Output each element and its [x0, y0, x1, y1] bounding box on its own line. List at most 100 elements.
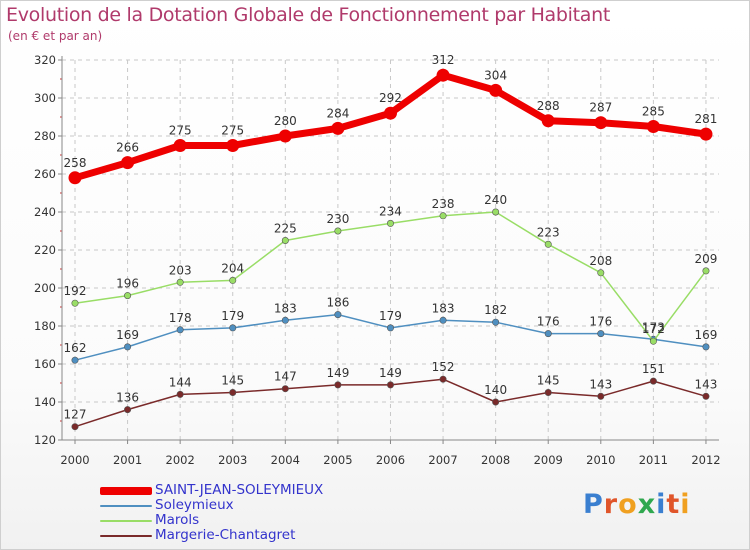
x-tick-label: 2000 — [60, 453, 89, 467]
point-saint-jean-soleymieux — [121, 156, 135, 170]
logo-letter: x — [637, 489, 657, 520]
x-tick-label: 2003 — [218, 453, 247, 467]
chart-title: Evolution de la Dotation Globale de Fonc… — [6, 4, 611, 26]
x-tick-label: 2002 — [166, 453, 195, 467]
x-tick-label: 2011 — [639, 453, 668, 467]
point-marols — [597, 269, 605, 277]
point-marols — [649, 337, 657, 345]
data-label-marols: 223 — [537, 225, 560, 239]
data-label-margerie-chantagret: 143 — [589, 377, 612, 391]
point-soleymieux — [544, 330, 552, 338]
data-label-margerie-chantagret: 145 — [221, 374, 244, 388]
point-soleymieux — [334, 311, 342, 319]
data-label-saint-jean-soleymieux: 292 — [379, 91, 402, 105]
x-tick-label: 2006 — [376, 453, 405, 467]
data-label-soleymieux: 183 — [274, 301, 297, 315]
point-margerie-chantagret — [281, 385, 289, 393]
legend-label: Marols — [155, 512, 200, 528]
legend-label: Margerie-Chantagret — [155, 527, 296, 543]
data-label-margerie-chantagret: 143 — [695, 377, 718, 391]
data-label-saint-jean-soleymieux: 288 — [537, 99, 560, 113]
point-marols — [281, 237, 289, 245]
point-saint-jean-soleymieux — [383, 106, 397, 120]
logo-letter: i — [680, 489, 691, 520]
data-label-margerie-chantagret: 140 — [484, 383, 507, 397]
data-label-saint-jean-soleymieux: 287 — [589, 101, 612, 115]
data-label-soleymieux: 183 — [432, 301, 455, 315]
data-label-saint-jean-soleymieux: 285 — [642, 105, 665, 119]
y-tick-label: 140 — [34, 395, 56, 409]
point-margerie-chantagret — [334, 381, 342, 389]
data-label-margerie-chantagret: 136 — [116, 391, 139, 405]
data-label-marols: 234 — [379, 204, 402, 218]
y-tick-label: 260 — [34, 167, 56, 181]
legend-label: SAINT-JEAN-SOLEYMIEUX — [155, 482, 324, 498]
point-saint-jean-soleymieux — [541, 114, 555, 128]
data-label-marols: 172 — [642, 322, 665, 336]
point-marols — [71, 299, 79, 307]
data-label-soleymieux: 179 — [379, 309, 402, 323]
point-margerie-chantagret — [649, 377, 657, 385]
data-label-soleymieux: 176 — [537, 315, 560, 329]
y-tick-label: 200 — [34, 281, 56, 295]
y-tick-label: 300 — [34, 91, 56, 105]
x-tick-label: 2012 — [691, 453, 720, 467]
data-label-soleymieux: 186 — [326, 296, 349, 310]
data-label-soleymieux: 169 — [116, 328, 139, 342]
point-margerie-chantagret — [124, 406, 132, 414]
logo-letter: r — [603, 489, 619, 520]
logo-letter: i — [656, 489, 667, 520]
data-label-margerie-chantagret: 149 — [326, 366, 349, 380]
point-marols — [176, 278, 184, 286]
legend-swatch — [100, 520, 152, 522]
data-label-marols: 225 — [274, 222, 297, 236]
legend-swatch — [100, 487, 152, 495]
point-soleymieux — [281, 316, 289, 324]
point-marols — [702, 267, 710, 275]
data-label-saint-jean-soleymieux: 280 — [274, 114, 297, 128]
point-marols — [439, 212, 447, 220]
data-label-margerie-chantagret: 145 — [537, 374, 560, 388]
proxiti-logo: Proxiti — [583, 489, 691, 520]
point-marols — [229, 276, 237, 284]
data-label-saint-jean-soleymieux: 281 — [695, 112, 718, 126]
point-saint-jean-soleymieux — [331, 121, 345, 135]
x-tick-label: 2004 — [271, 453, 300, 467]
legend-label: Soleymieux — [155, 497, 234, 513]
data-label-soleymieux: 178 — [169, 311, 192, 325]
point-saint-jean-soleymieux — [594, 116, 608, 130]
point-soleymieux — [176, 326, 184, 334]
data-label-margerie-chantagret: 149 — [379, 366, 402, 380]
point-margerie-chantagret — [702, 392, 710, 400]
point-marols — [492, 208, 500, 216]
chart-subtitle: (en € et par an) — [8, 29, 103, 43]
point-margerie-chantagret — [544, 388, 552, 396]
point-saint-jean-soleymieux — [436, 68, 450, 82]
point-saint-jean-soleymieux — [699, 127, 713, 141]
data-label-saint-jean-soleymieux: 266 — [116, 141, 139, 155]
data-label-soleymieux: 169 — [695, 328, 718, 342]
point-margerie-chantagret — [229, 388, 237, 396]
data-label-saint-jean-soleymieux: 275 — [169, 124, 192, 138]
data-label-marols: 196 — [116, 277, 139, 291]
point-soleymieux — [386, 324, 394, 332]
y-tick-label: 120 — [34, 433, 56, 447]
data-label-margerie-chantagret: 151 — [642, 362, 665, 376]
logo-letter: P — [583, 489, 604, 520]
x-tick-label: 2010 — [586, 453, 615, 467]
point-margerie-chantagret — [439, 375, 447, 383]
y-tick-label: 320 — [34, 53, 56, 67]
data-label-margerie-chantagret: 144 — [169, 375, 192, 389]
legend-swatch — [100, 505, 152, 507]
point-soleymieux — [492, 318, 500, 326]
point-soleymieux — [702, 343, 710, 351]
point-saint-jean-soleymieux — [646, 120, 660, 133]
logo-letter: o — [618, 489, 638, 520]
point-marols — [124, 292, 132, 300]
data-label-soleymieux: 162 — [64, 341, 87, 355]
data-label-marols: 230 — [326, 212, 349, 226]
point-saint-jean-soleymieux — [278, 129, 292, 143]
point-soleymieux — [439, 316, 447, 324]
